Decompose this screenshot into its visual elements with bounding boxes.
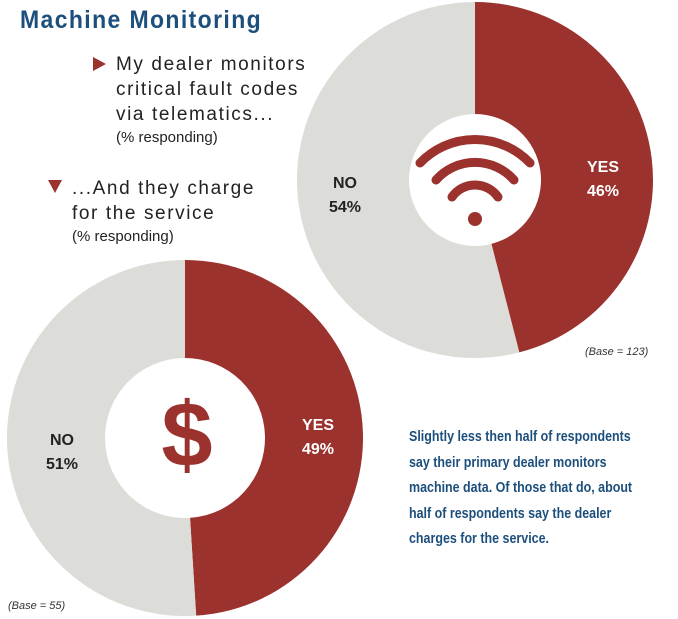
data-label-value-yes: 49% <box>302 441 334 458</box>
triangle-right-icon <box>93 57 106 71</box>
data-label-value-yes: 46% <box>587 183 619 200</box>
summary-note: Slightly less then half of respondents s… <box>409 429 633 547</box>
data-label-category-yes: YES <box>302 417 334 434</box>
data-label-category-no: NO <box>333 175 357 192</box>
legend-charge: ...And they charge for the service (% re… <box>72 176 262 248</box>
triangle-down-icon <box>48 180 62 193</box>
donut-telematics <box>297 2 654 358</box>
legend-charge-sub: (% responding) <box>72 228 174 245</box>
donut-charge <box>6 259 363 616</box>
legend-telematics-sub: (% responding) <box>116 129 218 146</box>
wifi-icon <box>415 135 535 226</box>
page-title: Machine Monitoring <box>20 6 263 34</box>
slice-no <box>6 259 197 616</box>
slice-no <box>297 2 520 358</box>
data-label-value-no: 54% <box>329 199 361 216</box>
slice-yes <box>475 2 654 353</box>
data-label-category-yes: YES <box>587 159 619 176</box>
legend-telematics-text: My dealer monitors critical fault codes … <box>116 54 307 125</box>
data-label-value-no: 51% <box>46 456 78 473</box>
dollar-icon: $ <box>161 384 212 486</box>
base-charge: (Base = 55) <box>8 600 66 612</box>
legend-telematics: My dealer monitors critical fault codes … <box>116 52 316 149</box>
legend-charge-text: ...And they charge for the service <box>72 178 256 224</box>
base-telematics: (Base = 123) <box>585 346 649 358</box>
data-label-category-no: NO <box>50 432 74 449</box>
slice-yes <box>185 260 363 616</box>
